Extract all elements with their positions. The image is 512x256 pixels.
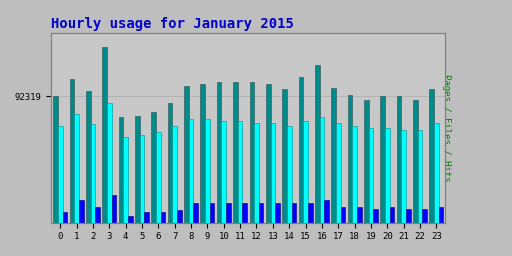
Bar — [439, 207, 443, 223]
Bar — [418, 130, 422, 223]
Bar — [102, 47, 107, 223]
Bar — [369, 128, 373, 223]
Bar — [140, 135, 144, 223]
Bar — [243, 204, 247, 223]
Bar — [319, 118, 324, 223]
Bar — [413, 100, 418, 223]
Bar — [390, 207, 394, 223]
Bar — [222, 121, 226, 223]
Bar — [144, 212, 149, 223]
Bar — [233, 82, 238, 223]
Bar — [397, 97, 401, 223]
Bar — [434, 123, 439, 223]
Bar — [210, 204, 215, 223]
Bar — [287, 126, 291, 223]
Bar — [119, 118, 123, 223]
Bar — [259, 204, 264, 223]
Bar — [128, 216, 133, 223]
Bar — [91, 124, 95, 223]
Bar — [217, 82, 222, 223]
Bar — [373, 209, 378, 223]
Bar — [308, 204, 312, 223]
Bar — [95, 207, 100, 223]
Text: Hourly usage for January 2015: Hourly usage for January 2015 — [51, 17, 294, 31]
Bar — [152, 112, 156, 223]
Bar — [107, 103, 112, 223]
Bar — [62, 212, 67, 223]
Bar — [201, 84, 205, 223]
Bar — [238, 121, 243, 223]
Bar — [226, 204, 231, 223]
Bar — [406, 209, 411, 223]
Bar — [173, 126, 177, 223]
Bar — [161, 212, 165, 223]
Bar — [380, 97, 385, 223]
Bar — [357, 207, 361, 223]
Bar — [58, 126, 62, 223]
Bar — [135, 116, 140, 223]
Y-axis label: Pages / Files / Hits: Pages / Files / Hits — [442, 74, 451, 182]
Bar — [123, 137, 128, 223]
Bar — [70, 79, 74, 223]
Bar — [184, 86, 189, 223]
Bar — [79, 200, 83, 223]
Bar — [194, 204, 198, 223]
Bar — [282, 89, 287, 223]
Bar — [189, 119, 194, 223]
Bar — [401, 130, 406, 223]
Bar — [422, 209, 427, 223]
Bar — [385, 128, 390, 223]
Bar — [177, 210, 182, 223]
Bar — [352, 126, 357, 223]
Bar — [315, 65, 319, 223]
Bar — [112, 195, 116, 223]
Bar — [266, 84, 270, 223]
Bar — [336, 123, 340, 223]
Bar — [168, 103, 173, 223]
Bar — [249, 82, 254, 223]
Bar — [340, 207, 345, 223]
Bar — [254, 123, 259, 223]
Bar — [86, 91, 91, 223]
Bar — [324, 200, 329, 223]
Bar — [331, 88, 336, 223]
Bar — [270, 123, 275, 223]
Bar — [348, 95, 352, 223]
Bar — [303, 121, 308, 223]
Bar — [205, 119, 210, 223]
Bar — [74, 114, 79, 223]
Bar — [53, 97, 58, 223]
Bar — [156, 132, 161, 223]
Bar — [291, 204, 296, 223]
Bar — [275, 204, 280, 223]
Bar — [364, 100, 369, 223]
Bar — [298, 77, 303, 223]
Bar — [430, 89, 434, 223]
